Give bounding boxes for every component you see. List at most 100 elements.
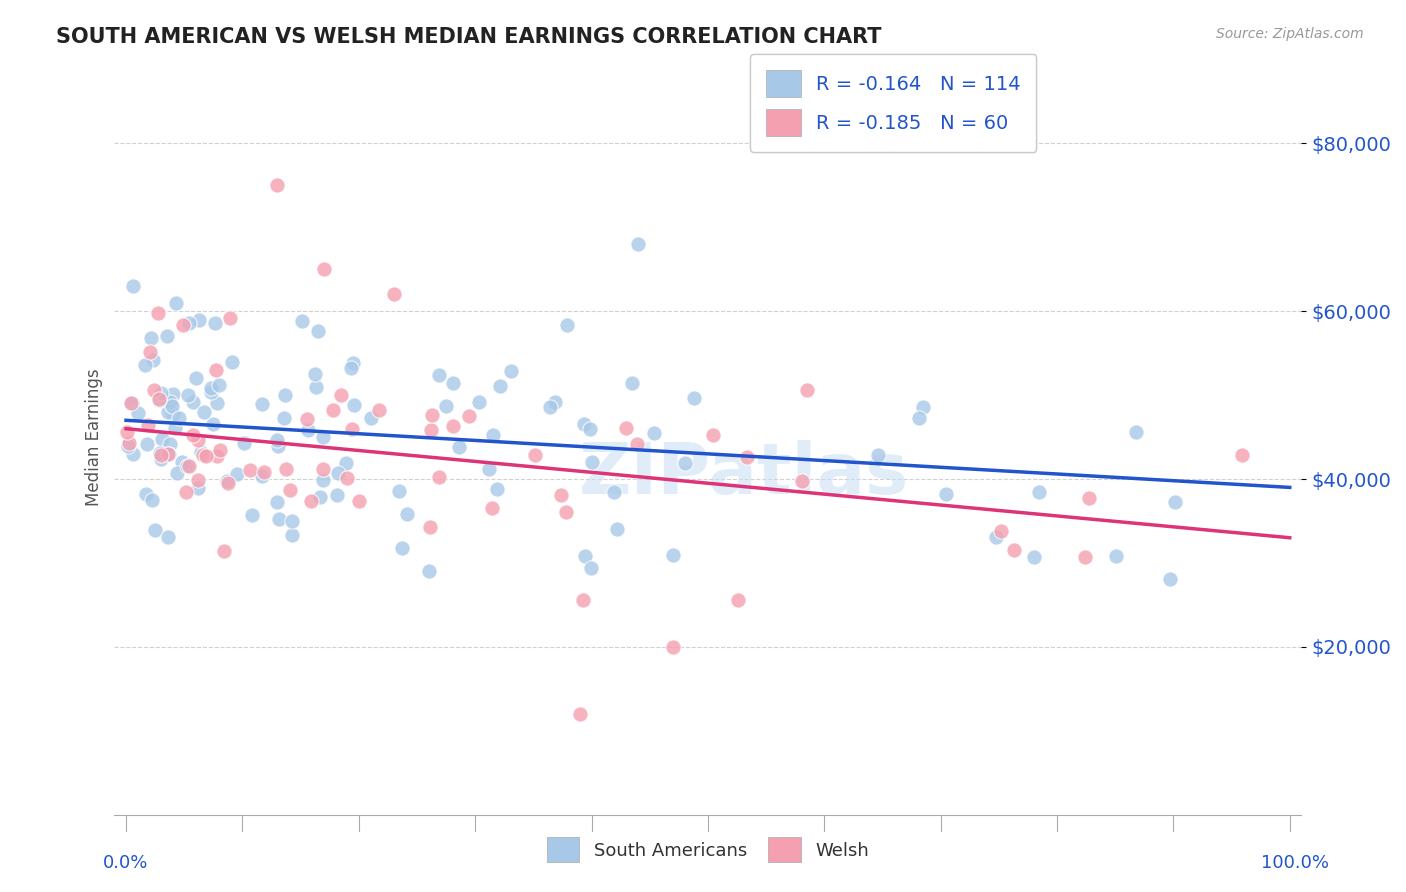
Point [252, 469, 274, 483]
Point [291, 314, 314, 328]
Point [683, 391, 706, 405]
Point [458, 409, 481, 423]
Y-axis label: Median Earnings: Median Earnings [86, 368, 103, 506]
Point [134, 358, 156, 372]
Point [311, 473, 333, 487]
Point [312, 462, 335, 476]
Point [148, 393, 170, 408]
Point [568, 706, 591, 721]
Point [468, 394, 491, 409]
Point [149, 386, 172, 401]
Point [226, 467, 249, 482]
Point [336, 471, 359, 485]
Point [208, 377, 231, 392]
Point [790, 474, 813, 488]
Point [499, 364, 522, 378]
Point [523, 448, 546, 462]
Point [215, 474, 238, 488]
Point [907, 411, 929, 425]
Point [325, 488, 347, 502]
Point [419, 520, 441, 534]
Point [312, 430, 335, 444]
Point [481, 501, 503, 516]
Point [1159, 572, 1181, 586]
Point [204, 316, 226, 330]
Point [160, 399, 183, 413]
Point [322, 403, 344, 417]
Point [267, 512, 290, 526]
Point [200, 381, 222, 395]
Point [136, 437, 159, 451]
Point [388, 484, 411, 499]
Point [727, 593, 749, 607]
Point [183, 395, 205, 409]
Point [1164, 495, 1187, 509]
Point [267, 439, 290, 453]
Point [193, 405, 215, 419]
Point [115, 425, 138, 439]
Point [868, 448, 890, 462]
Point [662, 640, 685, 654]
Point [572, 593, 595, 607]
Point [299, 493, 322, 508]
Point [205, 395, 228, 409]
Point [1074, 550, 1097, 565]
Point [1125, 425, 1147, 440]
Point [127, 406, 149, 420]
Point [170, 454, 193, 468]
Point [148, 392, 170, 406]
Point [662, 548, 685, 562]
Point [1002, 543, 1025, 558]
Point [627, 237, 650, 252]
Point [157, 530, 180, 544]
Point [157, 447, 180, 461]
Point [673, 456, 696, 470]
Point [360, 411, 382, 425]
Text: ZIPatlas: ZIPatlas [578, 441, 908, 509]
Text: 100.0%: 100.0% [1261, 855, 1329, 872]
Point [342, 355, 364, 369]
Point [240, 508, 263, 523]
Point [121, 395, 143, 409]
Point [117, 439, 139, 453]
Point [141, 493, 163, 508]
Point [274, 388, 297, 402]
Point [136, 417, 159, 432]
Point [550, 488, 572, 502]
Point [159, 394, 181, 409]
Point [308, 491, 330, 505]
Point [150, 432, 173, 446]
Point [340, 361, 363, 376]
Point [201, 417, 224, 431]
Point [1105, 549, 1128, 564]
Point [990, 524, 1012, 538]
Point [276, 462, 298, 476]
Point [159, 437, 181, 451]
Point [187, 312, 209, 326]
Point [986, 530, 1008, 544]
Point [266, 434, 288, 448]
Point [205, 363, 228, 377]
Point [149, 451, 172, 466]
Point [544, 395, 567, 409]
Point [427, 368, 450, 382]
Point [419, 423, 441, 437]
Point [581, 455, 603, 469]
Point [626, 437, 648, 451]
Point [187, 473, 209, 487]
Point [367, 403, 389, 417]
Point [574, 417, 596, 431]
Point [326, 467, 349, 481]
Text: 0.0%: 0.0% [103, 855, 148, 872]
Point [307, 324, 329, 338]
Point [304, 367, 326, 381]
Point [266, 178, 288, 193]
Point [169, 411, 191, 425]
Point [200, 384, 222, 399]
Text: Source: ZipAtlas.com: Source: ZipAtlas.com [1216, 27, 1364, 41]
Point [179, 458, 201, 473]
Point [441, 376, 464, 390]
Point [172, 318, 194, 333]
Point [121, 396, 143, 410]
Point [340, 422, 363, 436]
